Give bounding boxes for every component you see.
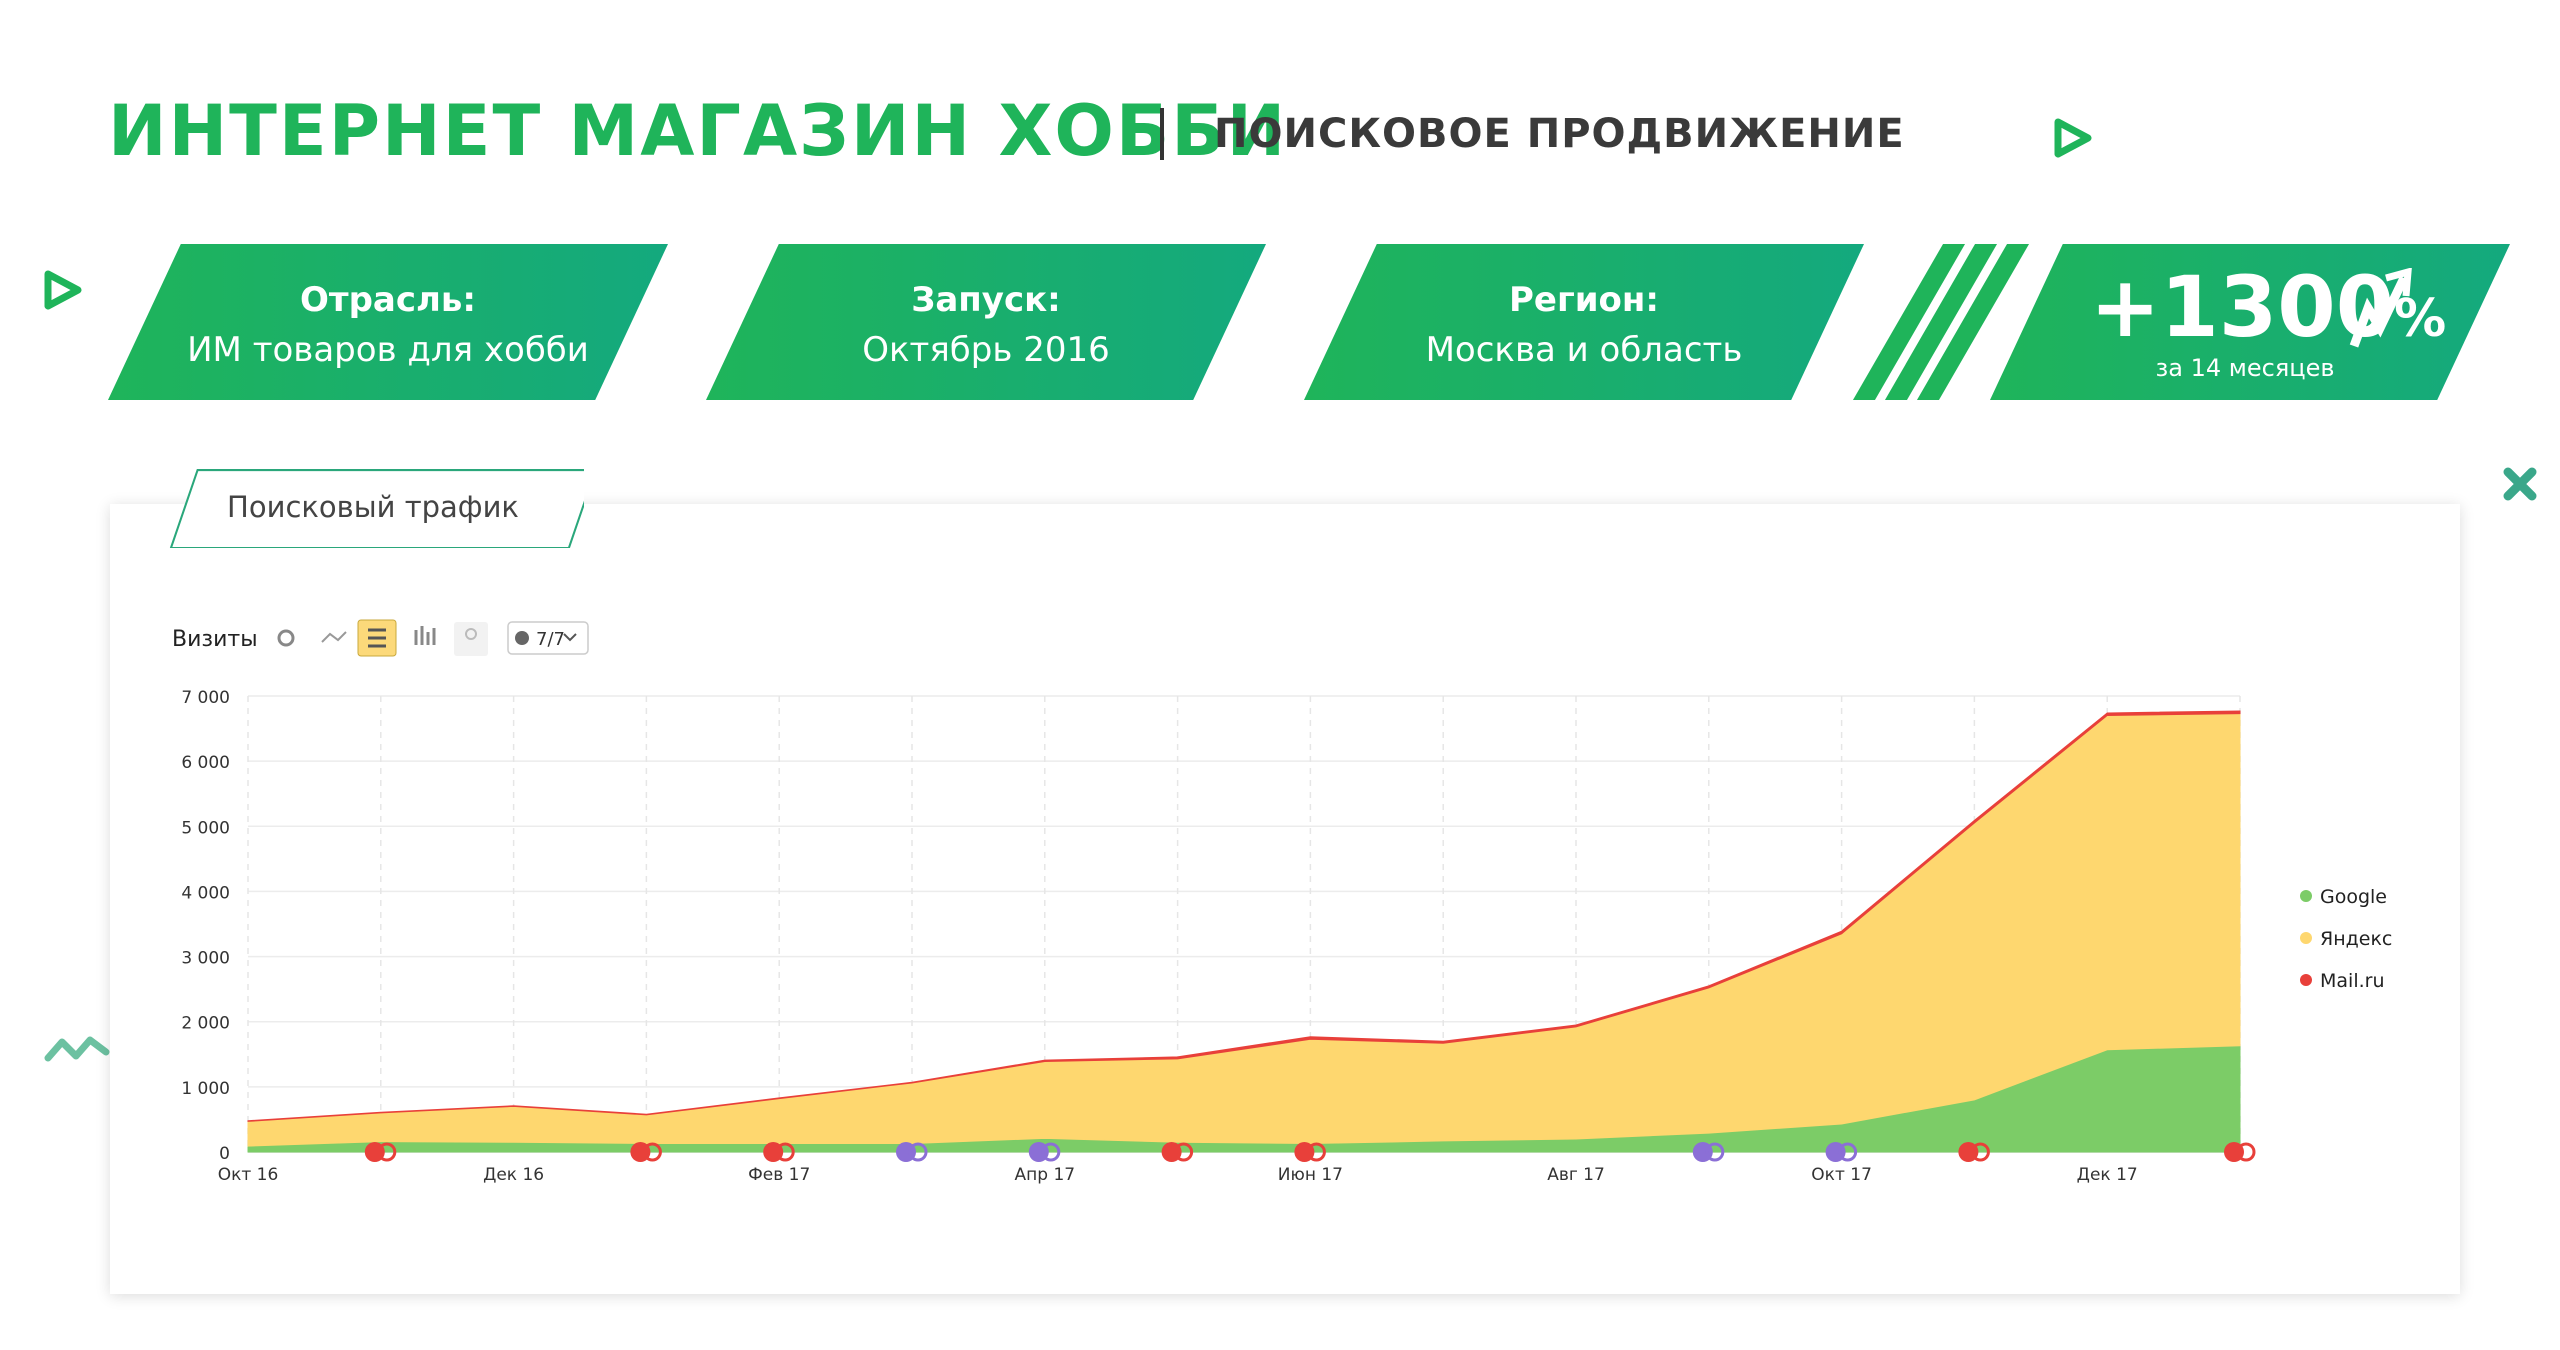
y-tick-label: 4 000 xyxy=(181,883,230,903)
segment-selector-label: 7/7 xyxy=(536,629,565,650)
industry-label: Отрасль: xyxy=(299,280,477,320)
legend-label[interactable]: Яндекс xyxy=(2320,928,2392,950)
y-tick-label: 2 000 xyxy=(181,1014,230,1034)
industry-value: ИМ товаров для хобби xyxy=(187,330,589,370)
annotation-marker-ring xyxy=(1705,1142,1725,1162)
x-tick-label: Апр 17 xyxy=(1015,1165,1076,1185)
y-tick-label: 3 000 xyxy=(181,949,230,969)
trend-up-icon xyxy=(2349,268,2412,348)
page-subtitle: ПОИСКОВОЕ ПРОДВИЖЕНИЕ xyxy=(1214,111,1905,157)
y-tick-label: 1 000 xyxy=(181,1079,230,1099)
x-tick-label: Дек 17 xyxy=(2077,1165,2138,1185)
y-tick-label: 0 xyxy=(219,1144,230,1164)
region-label: Регион: xyxy=(1508,280,1659,320)
legend-label[interactable]: Mail.ru xyxy=(2320,970,2385,992)
page-title: ИНТЕРНЕТ МАГАЗИН ХОББИ xyxy=(108,90,1288,172)
growth-card: +1300% за 14 месяцев xyxy=(1990,244,2510,400)
series-area-mailru xyxy=(247,710,2241,1122)
pie-mode-icon[interactable] xyxy=(277,629,295,647)
annotation-marker-ring xyxy=(1838,1142,1858,1162)
launch-label: Запуск: xyxy=(911,280,1061,320)
annotation-marker-ring xyxy=(1174,1142,1194,1162)
play-triangle-icon xyxy=(44,270,82,310)
industry-card: Отрасль: ИМ товаров для хобби xyxy=(108,244,668,400)
annotation-marker-ring xyxy=(775,1142,795,1162)
x-tick-label: Дек 16 xyxy=(483,1165,544,1185)
x-tick-label: Июн 17 xyxy=(1278,1165,1343,1185)
region-value: Москва и область xyxy=(1425,330,1743,370)
metric-label: Визиты xyxy=(172,627,258,652)
annotation-marker-ring xyxy=(2236,1142,2256,1162)
launch-card: Запуск: Октябрь 2016 xyxy=(706,244,1266,400)
annotation-marker-ring xyxy=(1041,1142,1061,1162)
tab-search-traffic[interactable]: Поисковый трафик xyxy=(227,490,519,524)
y-tick-label: 6 000 xyxy=(181,753,230,773)
growth-value: +1300% xyxy=(2090,258,2447,356)
annotation-marker-ring xyxy=(1306,1142,1326,1162)
annotation-marker-ring xyxy=(1970,1142,1990,1162)
zigzag-icon xyxy=(44,1036,110,1062)
x-tick-label: Фев 17 xyxy=(748,1165,810,1185)
annotation-marker-ring xyxy=(908,1142,928,1162)
region-card: Регион: Москва и область xyxy=(1304,244,1864,400)
title-divider xyxy=(1160,108,1164,160)
bar-mode-icon[interactable] xyxy=(414,626,436,645)
cross-icon xyxy=(2503,467,2537,501)
y-tick-label: 7 000 xyxy=(181,688,230,708)
x-tick-label: Окт 16 xyxy=(218,1165,279,1185)
y-tick-label: 5 000 xyxy=(181,818,230,838)
tab-shape xyxy=(169,469,584,548)
chevron-down-icon xyxy=(563,633,577,642)
annotation-marker-ring xyxy=(377,1142,397,1162)
segment-selector[interactable] xyxy=(507,621,589,655)
x-tick-label: Авг 17 xyxy=(1547,1165,1605,1185)
comment-icon xyxy=(515,631,529,645)
x-tick-label: Окт 17 xyxy=(1811,1165,1872,1185)
annotation-marker-ring xyxy=(642,1142,662,1162)
legend-label[interactable]: Google xyxy=(2320,886,2387,908)
launch-value: Октябрь 2016 xyxy=(862,330,1110,370)
legend-swatch xyxy=(2300,974,2312,986)
line-mode-icon[interactable] xyxy=(321,631,347,643)
legend-swatch xyxy=(2300,890,2312,902)
legend-swatch xyxy=(2300,932,2312,944)
series-area-яндекс xyxy=(247,713,2241,1147)
play-triangle-icon xyxy=(2054,118,2092,158)
growth-caption: за 14 месяцев xyxy=(2155,354,2335,382)
